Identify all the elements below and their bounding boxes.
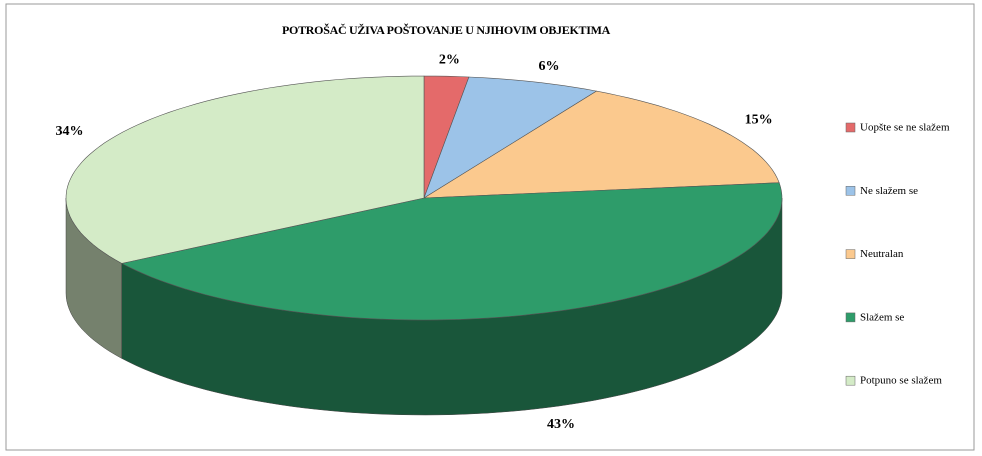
legend-swatch [845,312,856,323]
chart-title: POTROŠAČ UŽIVA POŠTOVANJE U NJIHOVIM OBJ… [282,23,611,37]
legend-label: Ne slažem se [860,185,918,197]
data-label: 2% [439,53,460,68]
legend-swatch [845,122,856,133]
data-label: 15% [745,113,773,128]
legend-label: Slažem se [860,311,904,323]
data-label: 43% [547,417,575,432]
legend-label: Potpuno se slažem [860,375,942,387]
legend-swatch [845,249,856,259]
legend-swatch [845,186,856,196]
pie-slice [423,76,598,199]
data-label: 6% [539,59,560,74]
pie-slice [65,75,425,264]
legend-label: Neutralan [860,248,904,260]
pie-slice [422,90,780,199]
legend-swatch [845,375,856,386]
pie-slice [120,182,783,321]
data-label: 34% [55,124,83,139]
legend-label: Uopšte se ne slažem [860,122,950,134]
